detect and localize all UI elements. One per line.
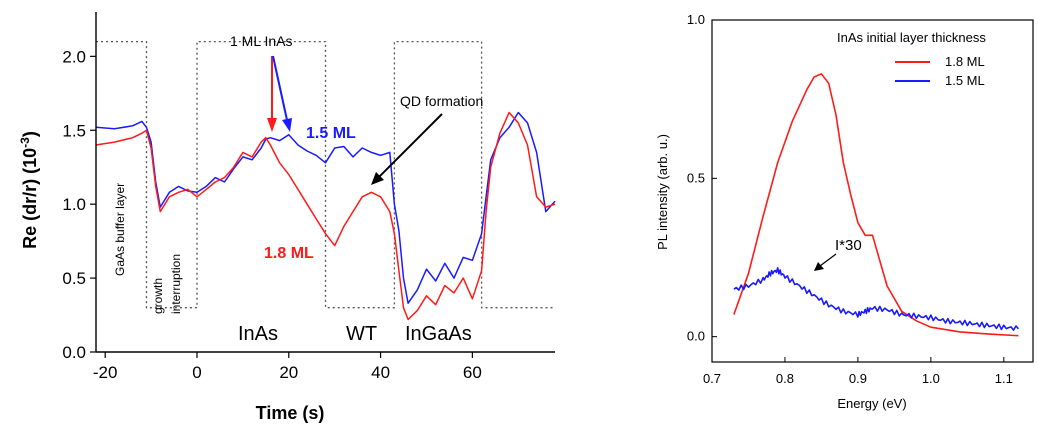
series-label-1-5ml: 1.5 ML [306, 125, 356, 142]
black-arrow-shaft [377, 113, 443, 179]
left-y-tick-label: 1.0 [62, 195, 86, 214]
annotation-1ml-inas: 1 ML InAs [230, 33, 293, 49]
blue-arrow-head [282, 118, 292, 132]
i30-arrow-head [814, 262, 824, 271]
left-x-tick-label: 20 [279, 363, 298, 382]
left-x-tick-label: 40 [371, 363, 390, 382]
annotation-qd-formation: QD formation [400, 93, 483, 109]
left-x-tick-label: -20 [93, 363, 118, 382]
left-x-tick-label: 0 [192, 363, 201, 382]
legend: InAs initial layer thickness 1.8 ML 1.5 … [837, 30, 986, 88]
i30-arrow-shaft [819, 253, 837, 267]
red-arrow-head [267, 118, 277, 132]
blue-arrow-shaft [272, 55, 288, 121]
legend-title: InAs initial layer thickness [837, 30, 986, 45]
region-label-inas: InAs [238, 323, 278, 345]
region-label-ingaas: InGaAs [405, 323, 472, 345]
right-y-tick-label: 0.0 [687, 329, 705, 344]
right-x-axis-title: Energy (eV) [837, 396, 906, 411]
right-x-tick-label: 0.7 [703, 371, 721, 386]
series-label-1-8ml: 1.8 ML [264, 245, 314, 262]
black-arrow-head [371, 172, 384, 185]
annotation-i30: I*30 [835, 237, 862, 254]
left-x-axis-title: Time (s) [256, 403, 325, 423]
right-chart: 0.0 0.5 1.0 0.7 0.8 0.9 1.0 1.1 InAs initial l… [655, 12, 1034, 411]
left-y-axis-title: Re (dr/r) (10-3) [18, 131, 40, 249]
legend-label-1-5ml: 1.5 ML [945, 73, 985, 88]
left-y-tick-label: 0.5 [62, 269, 86, 288]
left-x-ticks: -20 0 20 40 60 [93, 352, 482, 382]
vlabel-interruption: interruption [169, 254, 183, 314]
left-y-tick-label: 1.5 [62, 121, 86, 140]
pl-series-1-5-ml [733, 267, 1020, 331]
region-label-wt: WT [346, 323, 377, 345]
right-x-ticks: 0.7 0.8 0.9 1.0 1.1 [703, 357, 1013, 386]
pl-series-1-8-ml [733, 73, 1019, 337]
left-chart: 0.0 0.5 1.0 1.5 2.0 -20 0 20 40 60 GaAs buffer l… [18, 12, 556, 423]
legend-label-1-8ml: 1.8 ML [945, 54, 985, 69]
right-x-tick-label: 0.8 [776, 371, 794, 386]
right-series-group [733, 73, 1020, 337]
right-plot-frame [711, 19, 1034, 363]
right-x-tick-label: 0.9 [849, 371, 867, 386]
left-x-tick-label: 60 [463, 363, 482, 382]
right-x-tick-label: 1.1 [995, 371, 1013, 386]
right-y-tick-label: 1.0 [687, 12, 705, 27]
vlabel-growth: growth [151, 278, 165, 314]
series-line-1-8-ml [95, 111, 556, 321]
vlabel-gaas-buffer: GaAs buffer layer [113, 183, 127, 276]
left-y-ticks: 0.0 0.5 1.0 1.5 2.0 [62, 47, 96, 362]
right-y-tick-label: 0.5 [687, 170, 705, 185]
left-y-tick-label: 2.0 [62, 47, 86, 66]
right-y-axis-title: PL intensity (arb. u.) [655, 134, 670, 250]
right-y-ticks: 0.0 0.5 1.0 [687, 12, 717, 344]
left-series-group [95, 111, 556, 321]
right-x-tick-label: 1.0 [922, 371, 940, 386]
series-line-1-5-ml [95, 111, 556, 304]
left-y-tick-label: 0.0 [62, 343, 86, 362]
